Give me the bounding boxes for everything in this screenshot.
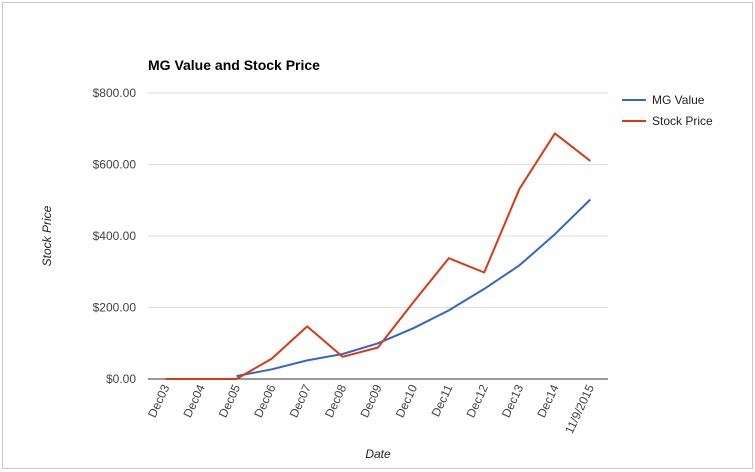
x-tick-label: Dec04 <box>180 382 207 420</box>
x-tick-label: Dec12 <box>464 382 491 420</box>
x-tick-label: Dec13 <box>499 382 526 420</box>
x-tick-label: Dec07 <box>287 382 314 420</box>
x-tick-label: Dec11 <box>429 382 456 419</box>
y-axis-ticks: $0.00 $200.00 $400.00 $600.00 $800.00 <box>93 86 137 386</box>
series-line-mg-value <box>236 198 592 378</box>
chart-title: MG Value and Stock Price <box>148 57 320 73</box>
x-tick-label: Dec09 <box>357 382 384 420</box>
legend-item-mg-value[interactable]: MG Value <box>622 93 705 107</box>
y-axis-label: Stock Price <box>40 205 54 266</box>
legend-label: Stock Price <box>652 114 713 128</box>
y-tick-label: $600.00 <box>93 158 137 172</box>
series-line-stock-price <box>165 132 591 380</box>
x-tick-label: Dec08 <box>322 382 349 420</box>
legend[interactable]: MG Value Stock Price <box>622 93 713 128</box>
x-tick-label: Dec03 <box>145 382 172 420</box>
gridlines <box>148 92 608 308</box>
y-tick-label: $200.00 <box>93 301 137 315</box>
series-lines <box>165 132 592 380</box>
x-tick-label: Dec10 <box>393 382 420 420</box>
y-tick-label: $0.00 <box>106 372 136 386</box>
legend-label: MG Value <box>652 93 705 107</box>
x-tick-label: 11/9/2015 <box>562 382 597 436</box>
legend-item-stock-price[interactable]: Stock Price <box>622 114 713 128</box>
y-tick-label: $400.00 <box>93 229 137 243</box>
x-axis-label: Date <box>365 447 391 461</box>
y-tick-label: $800.00 <box>93 86 137 100</box>
x-tick-label: Dec14 <box>534 382 561 420</box>
x-axis-ticks: Dec03 Dec04 Dec05 Dec06 Dec07 Dec08 Dec09 Dec10… <box>145 382 597 436</box>
x-tick-label: Dec06 <box>251 382 278 420</box>
x-tick-label: Dec05 <box>216 382 243 420</box>
